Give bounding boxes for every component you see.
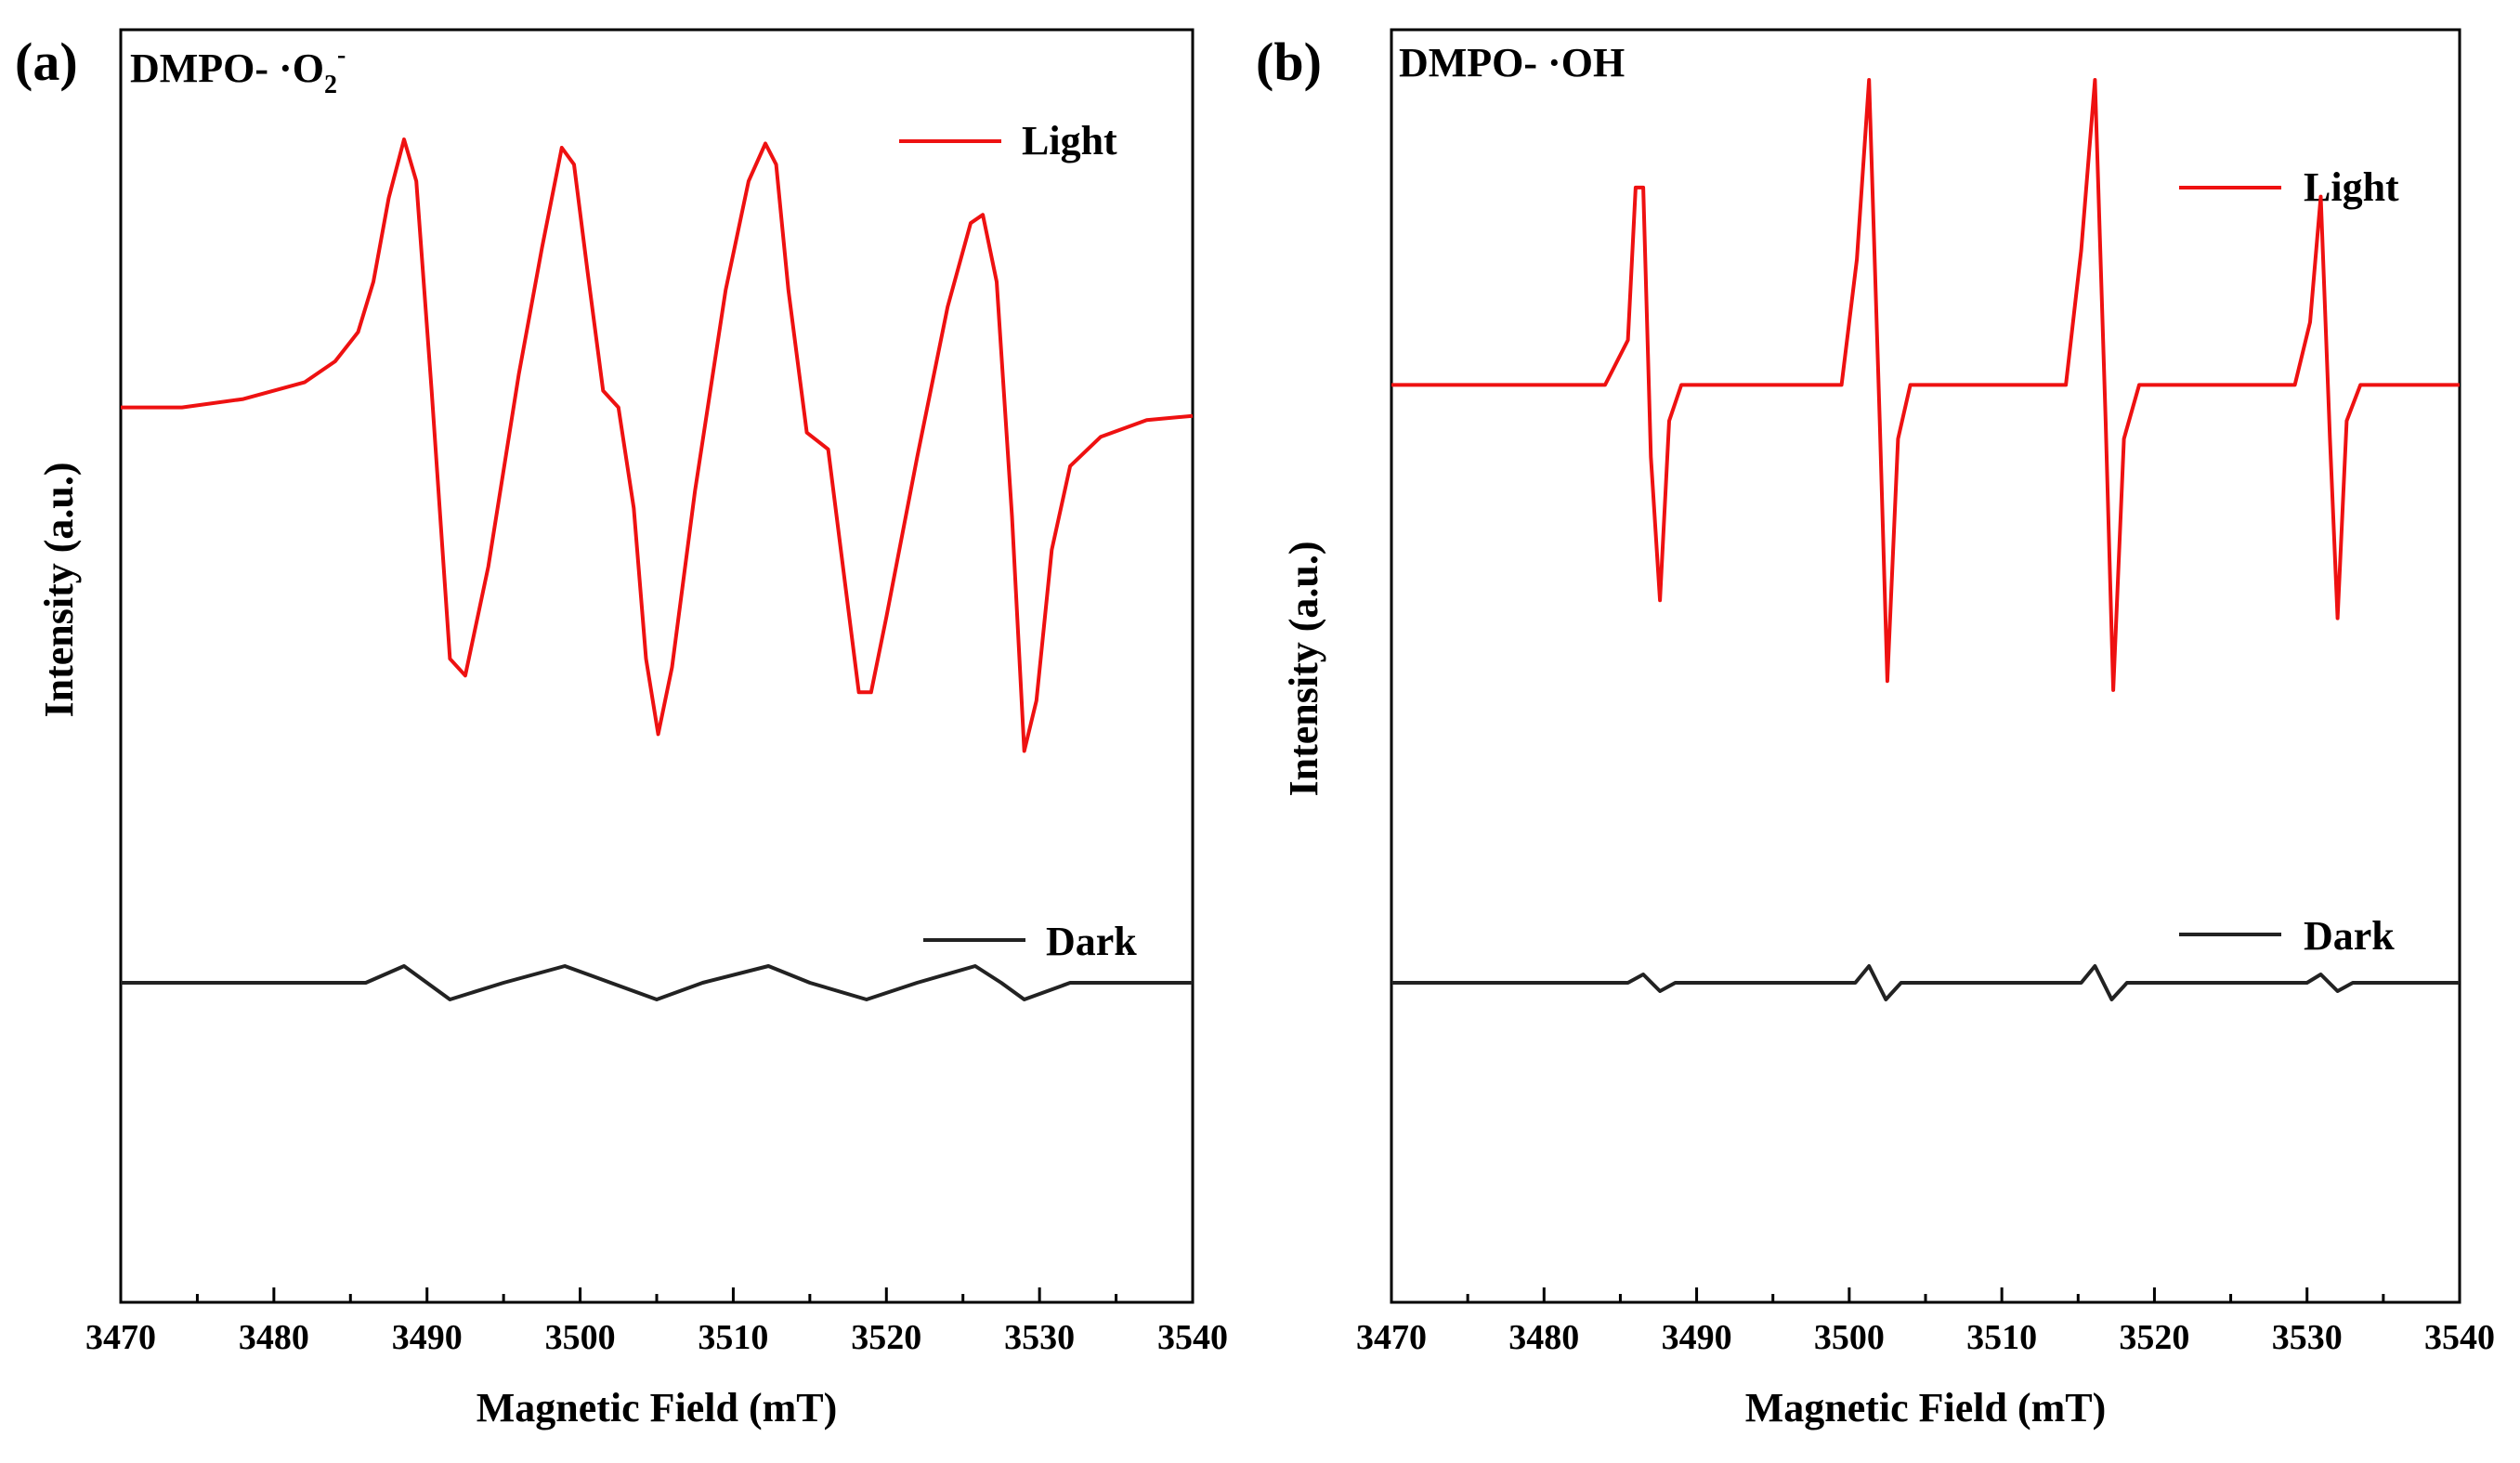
panel-a-x-tick-label: 3540 [1157,1318,1228,1357]
panel-b-x-tick-label: 3480 [1508,1318,1579,1357]
panel-b-x-axis: 3470 3480 3490 3500 3510 3520 3530 3540 [1356,1287,2495,1357]
panel-b-legend: Light Dark [2179,164,2399,959]
panel-b-label: (b) [1256,32,1322,92]
panel-a-x-tick-label: 3470 [85,1318,156,1357]
panel-a-series-dark-line [121,964,1193,1001]
panel-b-x-tick-label: 3470 [1356,1318,1427,1357]
panel-a-label: (a) [15,32,78,92]
panel-b-title: DMPO- ·OH [1399,40,1625,85]
panel-b-x-tick-label: 3500 [1814,1318,1885,1357]
panel-b-x-tick-label: 3490 [1662,1318,1732,1357]
panel-a-y-axis-label: Intensity (a.u.) [36,462,82,717]
panel-b-y-axis-label: Intensity (a.u.) [1281,541,1326,796]
panel-b-x-tick-label: 3520 [2119,1318,2189,1357]
panel-b: (b) DMPO- ·OH Light Dark 3470 3480 3490 350… [1256,28,2495,1430]
panel-a-title-main: DMPO- ·O [130,46,324,91]
panel-a-title-subscript: 2 [324,71,337,99]
panel-a-x-tick-label: 3490 [392,1318,463,1357]
panel-a-legend: Light Dark [899,118,1137,964]
panel-b-x-tick-label: 3530 [2272,1318,2343,1357]
panel-b-x-axis-label: Magnetic Field (mT) [1745,1385,2107,1430]
panel-a-plot-frame [119,28,1195,1304]
panel-a-title: DMPO- ·O2- [130,41,346,99]
panel-b-x-tick-label: 3510 [1966,1318,2037,1357]
panel-a-legend-light-label: Light [1022,118,1117,163]
panel-a-legend-dark-label: Dark [1046,919,1137,964]
panel-a-x-tick-label: 3500 [545,1318,616,1357]
panel-a-title-superscript: - [337,41,346,70]
panel-b-plot-frame [1390,28,2461,1304]
panel-b-legend-light-label: Light [2304,164,2399,210]
panel-a-x-tick-label: 3520 [851,1318,921,1357]
panel-a-x-tick-label: 3480 [239,1318,309,1357]
panel-b-series-dark-line [1391,964,2460,1001]
panel-a-x-axis-label: Magnetic Field (mT) [477,1385,838,1430]
panel-a: (a) DMPO- ·O2- Light Dark 3470 3480 3490 35… [15,28,1228,1430]
panel-a-series-light-line [121,137,1194,753]
panel-a-x-axis: 3470 3480 3490 3500 3510 3520 3530 3540 [85,1287,1228,1357]
panel-b-series-light-line [1391,78,2460,692]
panel-a-x-tick-label: 3510 [698,1318,768,1357]
panel-b-legend-dark-label: Dark [2304,913,2395,959]
panel-a-x-tick-label: 3530 [1004,1318,1075,1357]
panel-b-x-tick-label: 3540 [2424,1318,2495,1357]
